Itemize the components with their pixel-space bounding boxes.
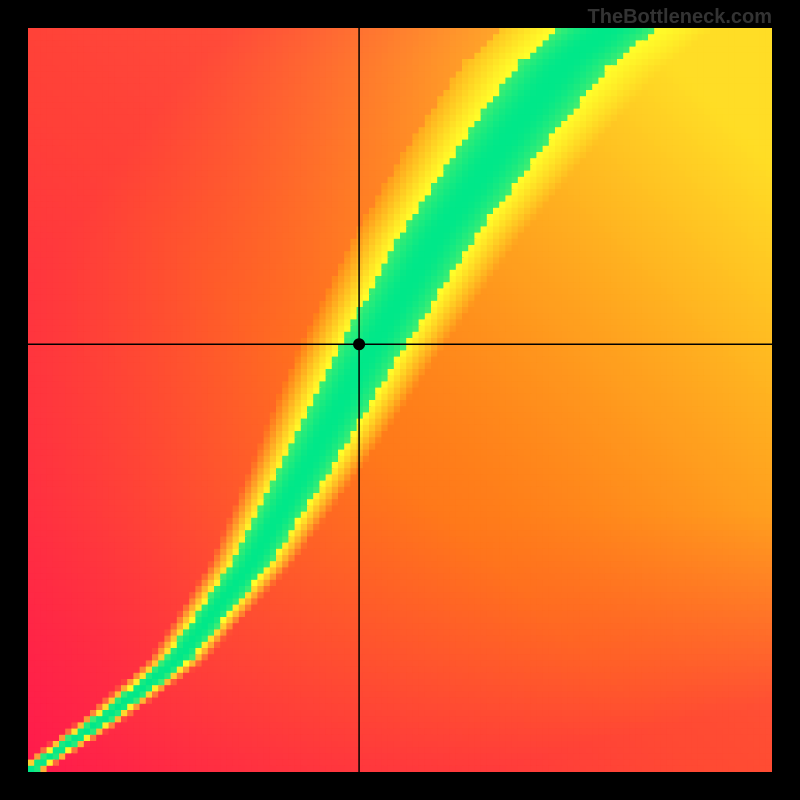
crosshair-marker: [353, 338, 365, 350]
crosshair-overlay: [28, 28, 772, 772]
watermark-text: TheBottleneck.com: [588, 6, 772, 29]
